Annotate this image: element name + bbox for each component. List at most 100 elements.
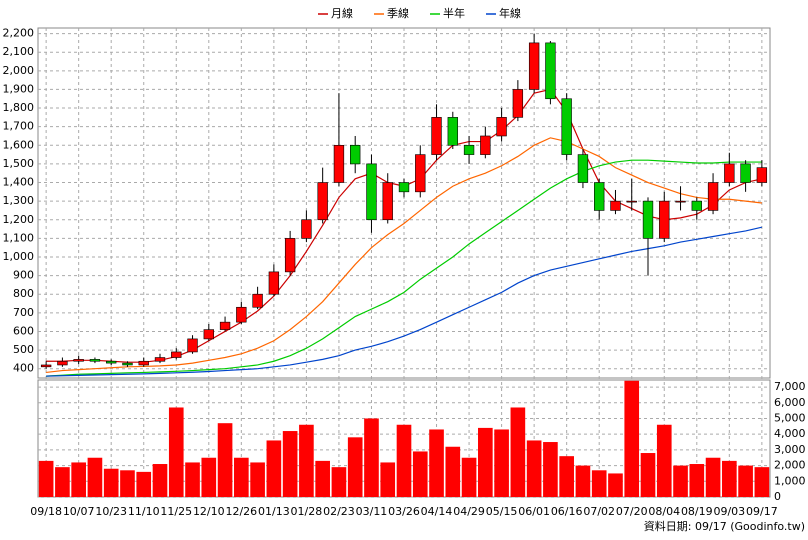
ma-line <box>46 137 762 374</box>
y2-tick-label: 7,000 <box>774 380 806 393</box>
candle-body <box>122 362 133 366</box>
candle-body <box>40 364 52 368</box>
y-tick-label: 2,200 <box>3 27 35 40</box>
candle-body <box>463 144 475 155</box>
x-tick-label: 05/15 <box>486 505 518 518</box>
candle-body <box>431 117 442 155</box>
y-tick-label: 400 <box>13 362 34 375</box>
x-tick-label: 10/07 <box>63 505 95 518</box>
y2-tick-label: 6,000 <box>774 396 806 409</box>
y-tick-label: 1,000 <box>3 250 35 263</box>
volume-bar <box>120 470 135 497</box>
volume-bar <box>494 429 509 497</box>
volume-bar <box>266 440 282 497</box>
candle-body <box>154 357 166 362</box>
x-tick-label: 06/16 <box>551 505 583 518</box>
x-tick-label: 09/03 <box>713 505 745 518</box>
x-tick-label: 02/23 <box>323 505 355 518</box>
candle-body <box>187 338 198 353</box>
candle-body <box>707 182 719 211</box>
candle-body <box>398 182 410 193</box>
candle-body <box>545 42 556 100</box>
candle-body <box>138 360 149 366</box>
volume-bar <box>510 407 526 497</box>
candle-body <box>89 359 101 362</box>
candle-body <box>724 163 735 183</box>
y-tick-label: 1,200 <box>3 213 35 226</box>
volume-bar <box>461 457 477 497</box>
y-tick-label: 700 <box>13 306 34 319</box>
candle-body <box>350 144 361 165</box>
candle-body <box>447 117 458 146</box>
candle-body <box>659 200 670 239</box>
y2-tick-label: 5,000 <box>774 411 806 424</box>
legend-label: 年線 <box>499 6 521 20</box>
volume-bar <box>282 431 298 497</box>
candle-body <box>252 293 263 308</box>
candle-body <box>691 200 702 211</box>
volume-bar <box>38 460 54 497</box>
legend-label: 半年 <box>443 6 465 20</box>
candle-body <box>642 200 654 239</box>
x-tick-label: 09/18 <box>30 505 62 518</box>
x-tick-label: 07/20 <box>616 505 648 518</box>
candle-body <box>675 200 686 203</box>
volume-bar <box>152 464 168 497</box>
volume-bar <box>234 457 249 497</box>
footer: 資料日期: 09/17 (Goodinfo.tw) <box>644 519 805 533</box>
candle-body <box>317 182 328 221</box>
volume-bar <box>55 467 70 497</box>
candle-body <box>561 98 572 155</box>
candle-body <box>512 89 524 118</box>
volume-bar <box>543 442 558 497</box>
y-tick-label: 1,400 <box>3 176 35 189</box>
candle-body <box>756 167 768 183</box>
x-tick-label: 03/26 <box>388 505 420 518</box>
volume-bar <box>591 470 607 497</box>
volume-bar <box>526 440 542 497</box>
candle-body <box>610 200 621 211</box>
x-tick-label: 04/29 <box>453 505 485 518</box>
candle-body <box>284 238 296 273</box>
x-tick-label: 11/25 <box>160 505 192 518</box>
y2-tick-label: 0 <box>774 490 781 503</box>
candle-body <box>301 219 312 239</box>
volume-bar <box>575 465 591 497</box>
y-tick-label: 1,300 <box>3 194 35 207</box>
x-tick-label: 11/10 <box>128 505 160 518</box>
candle-body <box>171 351 182 358</box>
volume-bar <box>559 456 574 497</box>
volume-bar <box>217 423 233 497</box>
volume-bar <box>478 427 493 497</box>
candle-body <box>268 271 280 295</box>
x-tick-label: 08/04 <box>648 505 680 518</box>
y-tick-label: 1,600 <box>3 138 35 151</box>
volume-bar <box>624 380 640 497</box>
candle-body <box>236 306 247 323</box>
x-tick-label: 01/13 <box>258 505 290 518</box>
volume-bar <box>87 457 103 497</box>
candle-body <box>219 321 231 330</box>
volume-bar <box>754 467 770 497</box>
volume-bar <box>722 460 737 497</box>
ma-line <box>46 226 763 377</box>
candle-body <box>740 163 751 183</box>
y-tick-label: 1,500 <box>3 157 35 170</box>
x-tick-label: 09/17 <box>746 505 778 518</box>
x-tick-label: 06/01 <box>518 505 550 518</box>
volume-bar <box>347 437 363 497</box>
legend-label: 月線 <box>331 6 353 20</box>
volume-bar <box>201 457 217 497</box>
candle-body <box>333 144 345 183</box>
candle-body <box>106 360 117 364</box>
volume-bar <box>250 462 265 497</box>
candle-body <box>382 182 393 221</box>
candle-body <box>594 182 605 211</box>
ma-line <box>46 159 762 377</box>
y2-tick-label: 4,000 <box>774 427 806 440</box>
candle-body <box>626 200 637 203</box>
x-tick-label: 12/26 <box>225 505 257 518</box>
volume-bar <box>71 462 86 497</box>
volume-bar <box>136 471 152 497</box>
